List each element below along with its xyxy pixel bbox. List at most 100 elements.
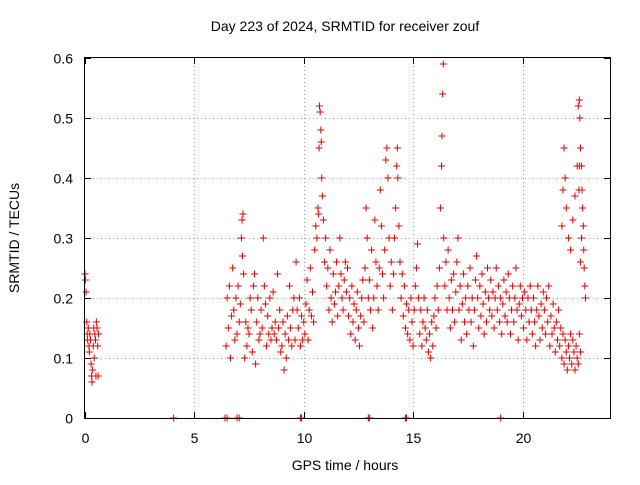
data-point	[427, 354, 435, 362]
data-point	[395, 222, 403, 230]
data-point	[325, 306, 333, 314]
data-point	[245, 330, 253, 338]
data-point	[529, 294, 537, 302]
data-point	[575, 96, 583, 104]
data-point	[480, 330, 488, 338]
data-point	[349, 318, 357, 326]
data-point	[275, 324, 283, 332]
data-point	[283, 312, 291, 320]
data-point	[388, 306, 396, 314]
data-point	[321, 258, 329, 266]
x-tick-label: 5	[191, 430, 199, 446]
y-tick-label: 0.6	[54, 51, 74, 67]
data-point	[552, 318, 560, 326]
data-point	[391, 234, 399, 242]
data-point	[88, 378, 96, 386]
data-point	[578, 234, 586, 242]
data-point	[503, 318, 511, 326]
data-point	[276, 306, 284, 314]
data-point	[318, 174, 326, 182]
data-point	[435, 264, 443, 272]
data-point	[580, 264, 588, 272]
data-point	[544, 318, 552, 326]
data-point	[296, 342, 304, 350]
data-point	[458, 300, 466, 308]
data-point	[564, 342, 572, 350]
data-point	[231, 336, 239, 344]
data-point	[222, 342, 230, 350]
data-points	[81, 60, 589, 422]
data-point	[479, 300, 487, 308]
data-point	[317, 126, 325, 134]
data-point	[513, 306, 521, 314]
data-point	[389, 270, 397, 278]
data-point	[228, 312, 236, 320]
y-tick-label: 0.5	[54, 111, 74, 127]
data-point	[301, 330, 309, 338]
data-point	[534, 282, 542, 290]
data-point	[392, 204, 400, 212]
data-point	[459, 270, 467, 278]
data-point	[416, 330, 424, 338]
data-point	[440, 234, 448, 242]
data-point	[576, 348, 584, 356]
data-point	[484, 264, 491, 272]
data-point	[306, 264, 314, 272]
data-point	[316, 102, 323, 110]
data-point	[531, 318, 539, 326]
data-point	[312, 222, 320, 230]
data-point	[344, 264, 351, 272]
data-point	[464, 282, 472, 290]
data-point	[477, 312, 485, 320]
data-point	[454, 234, 462, 242]
data-point	[407, 294, 415, 302]
data-point	[536, 336, 544, 344]
data-point	[574, 102, 582, 110]
data-point	[573, 354, 581, 362]
data-point	[377, 222, 385, 230]
data-point	[445, 294, 453, 302]
data-point	[489, 288, 497, 296]
data-point	[353, 288, 361, 296]
data-point	[547, 312, 555, 320]
data-point	[419, 318, 427, 326]
data-point	[323, 282, 331, 290]
data-point	[393, 162, 401, 170]
data-point	[313, 234, 321, 242]
axis-ticks	[85, 58, 610, 419]
data-point	[466, 264, 474, 272]
data-point	[264, 312, 272, 320]
data-point	[499, 300, 507, 308]
data-point	[269, 288, 277, 296]
data-point	[560, 360, 568, 368]
data-point	[576, 258, 584, 266]
data-point	[81, 276, 89, 284]
data-point	[564, 234, 572, 242]
y-tick-label: 0	[65, 411, 73, 427]
data-point	[438, 132, 446, 140]
data-point	[255, 336, 263, 344]
data-point	[500, 276, 508, 284]
data-point	[431, 294, 439, 302]
data-point	[278, 342, 286, 350]
data-point	[237, 234, 245, 242]
data-point	[248, 348, 256, 356]
data-point	[82, 288, 90, 296]
data-point	[354, 324, 362, 332]
data-point	[492, 264, 500, 272]
data-point	[375, 264, 383, 272]
data-point	[490, 324, 498, 332]
data-point	[520, 324, 528, 332]
data-point	[420, 294, 428, 302]
data-point	[225, 282, 233, 290]
data-point	[382, 156, 390, 164]
data-point	[569, 216, 577, 224]
x-tick-label: 0	[82, 430, 90, 446]
data-point	[85, 348, 93, 356]
data-point	[318, 192, 326, 200]
data-point	[304, 336, 312, 344]
data-point	[242, 318, 250, 326]
data-point	[369, 324, 377, 332]
data-point	[450, 270, 458, 278]
data-point	[571, 366, 579, 374]
